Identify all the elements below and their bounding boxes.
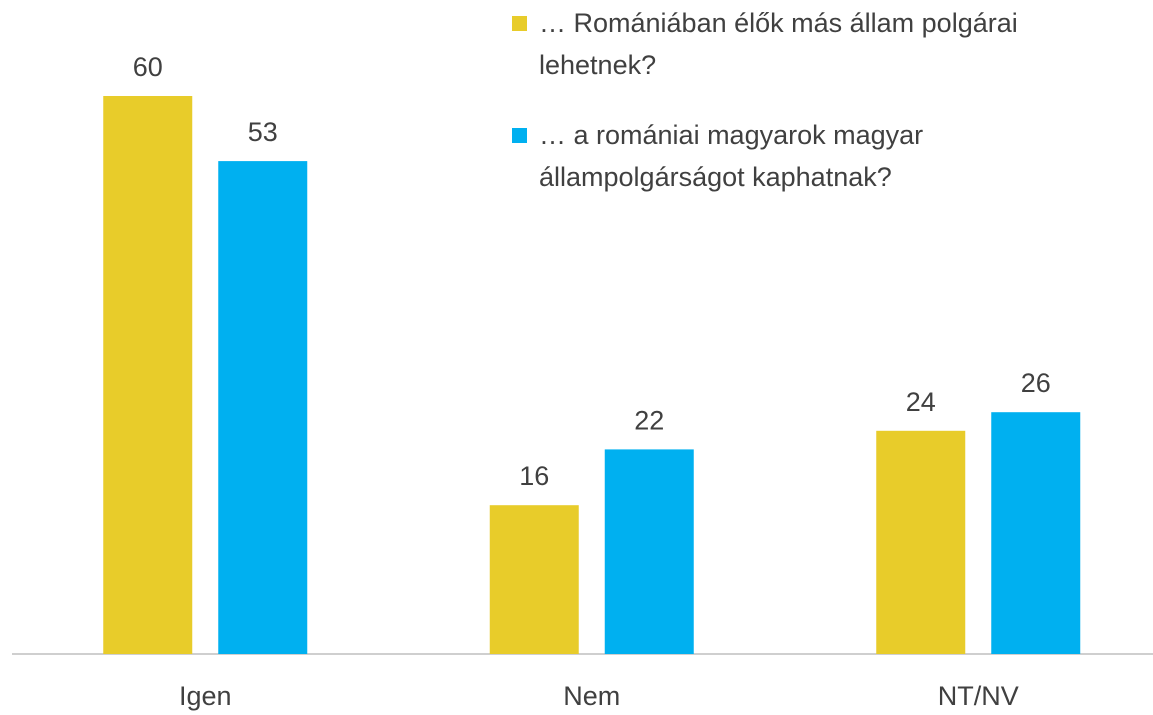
- bar: [876, 430, 966, 654]
- data-label: 26: [1021, 368, 1051, 398]
- bar: [991, 412, 1081, 654]
- data-label: 22: [634, 405, 664, 435]
- bar: [489, 505, 579, 654]
- data-label: 60: [133, 52, 163, 82]
- legend-swatch: [512, 128, 527, 143]
- x-tick-label: Nem: [563, 681, 620, 711]
- legend-item: … Romániában élők más állam polgárai leh…: [512, 2, 1112, 86]
- data-label: 24: [906, 387, 936, 417]
- legend: … Romániában élők más állam polgárai leh…: [512, 2, 1112, 226]
- bar: [103, 96, 193, 654]
- x-tick-label: Igen: [179, 681, 232, 711]
- legend-label: … a romániai magyarok magyar állampolgár…: [539, 120, 924, 192]
- data-label: 53: [248, 117, 278, 147]
- bar: [218, 161, 308, 654]
- bar: [604, 449, 694, 654]
- legend-item: … a romániai magyarok magyar állampolgár…: [512, 114, 1112, 198]
- data-label: 16: [519, 461, 549, 491]
- legend-label: … Romániában élők más állam polgárai leh…: [539, 8, 1018, 80]
- legend-swatch: [512, 16, 527, 31]
- x-tick-label: NT/NV: [938, 681, 1019, 711]
